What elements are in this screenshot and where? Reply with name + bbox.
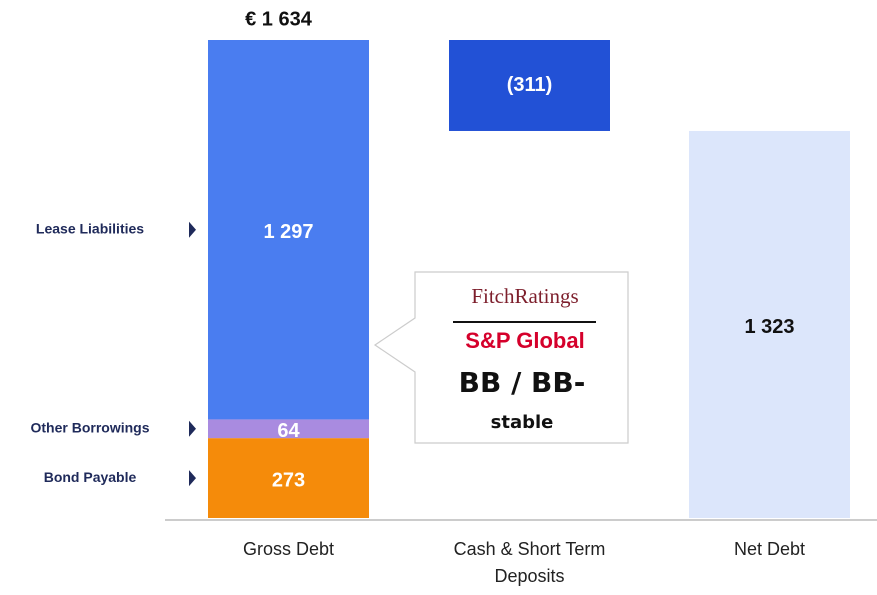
x-tick-label: Net Debt [734,539,805,559]
bar [689,130,850,518]
x-tick-label: Gross Debt [243,539,334,559]
rating: BB / BB- [459,366,586,399]
arrow-marker [189,470,196,487]
outlook: stable [491,412,554,433]
segment-name: Bond Payable [44,469,137,485]
bar-value-label: (311) [507,74,553,96]
bar [449,40,610,131]
segment-value-label: 1 297 [263,221,313,243]
segment-name: Other Borrowings [30,419,149,435]
bar-value-label: 1 323 [744,316,794,338]
fitch-logo: FitchRatings [471,284,578,308]
total-label: € 1 634 [245,8,313,30]
sp-logo: S&P Global [465,328,584,353]
x-tick-label: Cash & Short Term Deposits [454,539,606,586]
segment-name: Lease Liabilities [36,220,144,236]
segment-value-label: 273 [272,469,305,491]
callout-box [373,271,629,444]
bar-segment [208,438,369,518]
arrow-marker [189,221,196,238]
bar-segment [208,40,369,420]
arrow-marker [189,420,196,437]
bar-segment [208,419,369,439]
segment-value-label: 64 [277,420,300,442]
